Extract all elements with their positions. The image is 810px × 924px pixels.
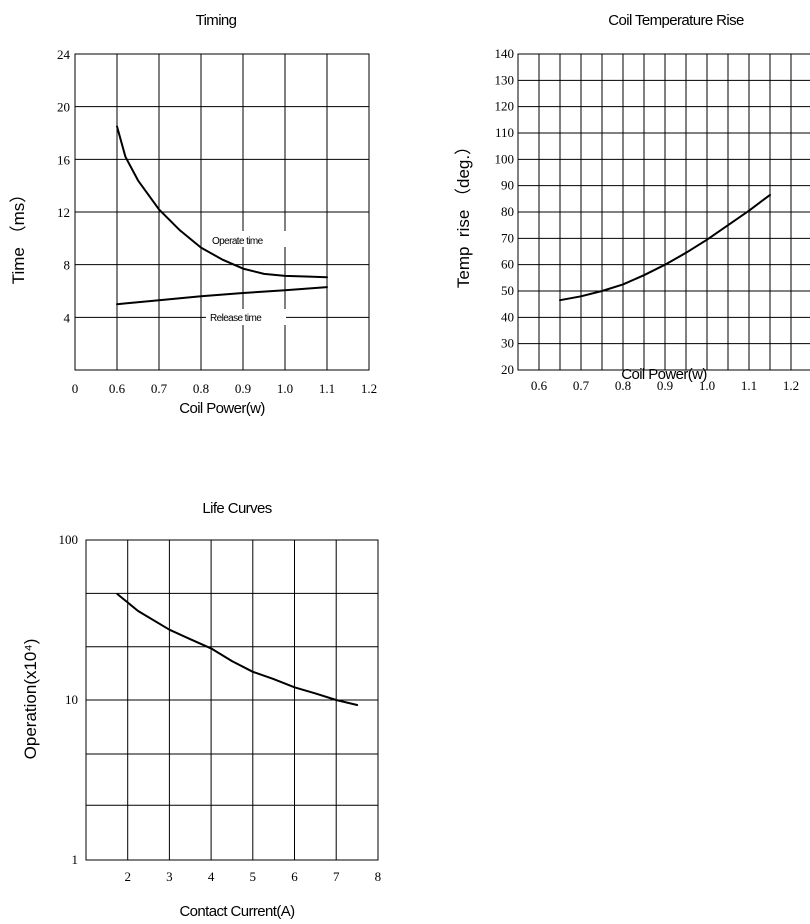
coil-temp-y-ticks: 20 30 40 50 60 70 80 90 100 110 120 130 140 <box>495 46 515 377</box>
timing-y-tick-label: 12 <box>57 205 70 220</box>
coil-temp-x-axis-label: Coil Power(w) <box>621 366 707 383</box>
coil-temp-y-tick-label: 50 <box>501 283 514 298</box>
life-curves-x-tick-label: 8 <box>375 869 382 884</box>
coil-temp-grid <box>518 54 810 370</box>
coil-temp-x-tick-label: 0.6 <box>531 378 548 393</box>
release-time-curve <box>116 286 328 306</box>
life-curves-y-tick-label: 10 <box>65 692 78 707</box>
coil-temp-y-tick-label: 80 <box>501 204 514 219</box>
coil-temp-x-tick-label: 0.7 <box>573 378 590 393</box>
life-curves-x-tick-label: 7 <box>333 869 340 884</box>
coil-temp-y-tick-label: 20 <box>501 362 514 377</box>
timing-x-tick-label: 0.6 <box>109 381 126 396</box>
timing-x-axis-label: Coil Power(w) <box>179 400 265 417</box>
release-time-label: Release time <box>210 313 262 324</box>
timing-x-tick-label: 0 <box>72 381 79 396</box>
timing-y-tick-label: 20 <box>57 100 70 115</box>
coil-temp-title: Coil Temperature Rise <box>608 12 744 29</box>
timing-chart: Timing 0 0.6 0.7 0.8 0.9 1.0 1.1 1.2 4 8 12 16 20 24… <box>9 12 377 417</box>
coil-temp-y-tick-label: 130 <box>495 72 515 87</box>
life-curves-x-axis-label: Contact Current(A) <box>179 903 295 920</box>
life-curves-x-tick-label: 6 <box>291 869 298 884</box>
timing-x-tick-label: 1.1 <box>319 381 335 396</box>
life-curves-chart: Life Curves 2 3 4 5 6 7 8 1 10 100 Contact Curre… <box>21 500 381 920</box>
life-curves-x-tick-label: 3 <box>166 869 173 884</box>
timing-x-tick-label: 0.7 <box>151 381 168 396</box>
life-curves-x-ticks: 2 3 4 5 6 7 8 <box>124 869 381 884</box>
coil-temp-y-tick-label: 100 <box>495 151 515 166</box>
coil-temp-y-tick-label: 60 <box>501 257 514 272</box>
operate-time-label: Operate time <box>212 236 264 247</box>
timing-y-axis-label: Time （ms） <box>9 186 28 285</box>
timing-x-tick-label: 1.2 <box>361 381 377 396</box>
life-curves-x-tick-label: 5 <box>250 869 257 884</box>
coil-temp-x-tick-label: 1.1 <box>741 378 757 393</box>
timing-x-tick-label: 0.9 <box>235 381 251 396</box>
timing-x-ticks: 0 0.6 0.7 0.8 0.9 1.0 1.1 1.2 <box>72 381 377 396</box>
timing-x-tick-label: 1.0 <box>277 381 293 396</box>
coil-temp-x-tick-label: 1.2 <box>783 378 799 393</box>
life-curves-y-tick-label: 1 <box>72 852 79 867</box>
life-curves-y-ticks: 1 10 100 <box>59 532 79 867</box>
life-curves-x-tick-label: 2 <box>124 869 131 884</box>
life-curves-title: Life Curves <box>202 500 271 517</box>
timing-y-tick-label: 16 <box>57 152 71 167</box>
coil-temp-y-tick-label: 30 <box>501 336 514 351</box>
release-time-label-bg <box>206 309 286 325</box>
life-curves-x-tick-label: 4 <box>208 869 215 884</box>
timing-y-ticks: 4 8 12 16 20 24 <box>57 47 71 325</box>
temp-rise-curve <box>559 193 771 302</box>
coil-temp-y-tick-label: 90 <box>501 178 514 193</box>
coil-temperature-rise-chart: Coil Temperature Rise 0.6 0.7 0.8 0.9 1.0 1.1… <box>454 12 810 393</box>
timing-y-tick-label: 4 <box>64 310 71 325</box>
coil-temp-x-tick-label: 0.9 <box>657 378 673 393</box>
coil-temp-x-ticks: 0.6 0.7 0.8 0.9 1.0 1.1 1.2 <box>531 378 799 393</box>
timing-x-tick-label: 0.8 <box>193 381 209 396</box>
life-curve <box>116 593 359 706</box>
timing-y-tick-label: 24 <box>57 47 71 62</box>
coil-temp-y-tick-label: 40 <box>501 309 514 324</box>
life-curves-y-axis-label: Operation(x10⁴) <box>21 639 40 760</box>
life-curves-y-tick-label: 100 <box>59 532 79 547</box>
coil-temp-y-tick-label: 110 <box>495 125 514 140</box>
timing-y-tick-label: 8 <box>64 258 71 273</box>
operate-time-curve <box>116 125 328 279</box>
timing-title: Timing <box>196 12 237 29</box>
coil-temp-y-tick-label: 140 <box>495 46 515 61</box>
coil-temp-y-axis-label: Temp rise （deg.） <box>454 138 473 288</box>
operate-time-label-bg <box>208 231 302 247</box>
coil-temp-x-tick-label: 1.0 <box>699 378 715 393</box>
coil-temp-y-tick-label: 70 <box>501 230 514 245</box>
coil-temp-x-tick-label: 0.8 <box>615 378 631 393</box>
coil-temp-y-tick-label: 120 <box>495 99 515 114</box>
